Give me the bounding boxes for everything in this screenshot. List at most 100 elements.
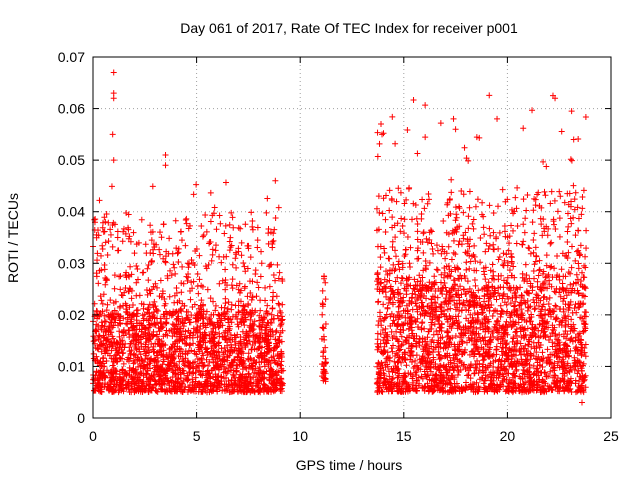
data-point bbox=[436, 387, 443, 394]
data-point bbox=[541, 228, 548, 235]
data-point bbox=[579, 194, 586, 201]
data-point bbox=[219, 333, 226, 340]
data-point bbox=[374, 129, 381, 136]
data-point bbox=[234, 331, 241, 338]
data-point bbox=[474, 196, 481, 203]
data-point bbox=[501, 330, 508, 337]
data-point bbox=[489, 312, 496, 319]
data-points bbox=[90, 69, 590, 406]
data-point bbox=[261, 314, 268, 321]
data-point bbox=[534, 365, 541, 372]
data-point bbox=[320, 366, 327, 373]
data-point bbox=[214, 388, 221, 395]
data-point bbox=[166, 311, 173, 318]
data-point bbox=[437, 372, 444, 379]
data-point bbox=[107, 319, 114, 326]
data-point bbox=[491, 370, 498, 377]
data-point bbox=[521, 350, 528, 357]
data-point bbox=[563, 335, 570, 342]
data-point bbox=[425, 351, 432, 358]
data-point bbox=[222, 222, 229, 229]
data-point bbox=[235, 286, 242, 293]
data-point bbox=[146, 349, 153, 356]
data-point bbox=[116, 333, 123, 340]
data-point bbox=[423, 235, 430, 242]
data-point bbox=[200, 315, 207, 322]
data-point bbox=[125, 358, 132, 365]
data-point bbox=[143, 286, 150, 293]
data-point bbox=[557, 347, 564, 354]
data-point bbox=[578, 367, 585, 374]
data-point bbox=[490, 272, 497, 279]
data-point bbox=[133, 279, 140, 286]
data-point bbox=[127, 263, 134, 270]
data-point bbox=[224, 308, 231, 315]
data-point bbox=[556, 188, 563, 195]
data-point bbox=[262, 337, 269, 344]
data-point bbox=[428, 338, 435, 345]
data-point bbox=[264, 195, 271, 202]
data-point bbox=[438, 304, 445, 311]
data-point bbox=[233, 251, 240, 258]
data-point bbox=[409, 306, 416, 313]
data-point bbox=[184, 388, 191, 395]
data-point bbox=[238, 360, 245, 367]
data-point bbox=[190, 191, 197, 198]
data-point bbox=[227, 349, 234, 356]
data-point bbox=[536, 320, 543, 327]
data-point bbox=[475, 383, 482, 390]
data-point bbox=[192, 247, 199, 254]
data-point bbox=[471, 350, 478, 357]
data-point bbox=[179, 263, 186, 270]
data-point bbox=[184, 377, 191, 384]
data-point bbox=[191, 262, 198, 269]
data-point bbox=[432, 382, 439, 389]
data-point bbox=[498, 357, 505, 364]
data-point bbox=[472, 203, 479, 210]
data-point bbox=[230, 224, 237, 231]
data-point bbox=[542, 274, 549, 281]
data-point bbox=[478, 309, 485, 316]
data-point bbox=[468, 289, 475, 296]
data-point bbox=[177, 307, 184, 314]
data-point bbox=[515, 313, 522, 320]
data-point bbox=[240, 381, 247, 388]
data-point bbox=[402, 314, 409, 321]
data-point bbox=[414, 150, 421, 157]
data-point bbox=[547, 368, 554, 375]
data-point bbox=[177, 228, 184, 235]
data-point bbox=[527, 250, 534, 257]
data-point bbox=[542, 192, 549, 199]
data-point bbox=[196, 380, 203, 387]
data-point bbox=[454, 325, 461, 332]
data-point bbox=[514, 184, 521, 191]
data-point bbox=[508, 258, 515, 265]
data-point bbox=[261, 330, 268, 337]
data-point bbox=[434, 267, 441, 274]
data-point bbox=[556, 339, 563, 346]
data-point bbox=[257, 352, 264, 359]
data-point bbox=[240, 357, 247, 364]
data-point bbox=[551, 197, 558, 204]
data-point bbox=[104, 252, 111, 259]
data-point bbox=[219, 358, 226, 365]
data-point bbox=[550, 216, 557, 223]
data-point bbox=[276, 269, 283, 276]
data-point bbox=[190, 359, 197, 366]
data-point bbox=[146, 336, 153, 343]
data-point bbox=[185, 308, 192, 315]
data-point bbox=[412, 357, 419, 364]
data-point bbox=[513, 308, 520, 315]
data-point bbox=[140, 322, 147, 329]
data-point bbox=[476, 360, 483, 367]
data-point bbox=[543, 358, 550, 365]
data-point bbox=[113, 381, 120, 388]
data-point bbox=[494, 115, 501, 122]
data-point bbox=[166, 235, 173, 242]
data-point bbox=[419, 274, 426, 281]
data-point bbox=[182, 383, 189, 390]
data-point bbox=[233, 367, 240, 374]
data-point bbox=[101, 312, 108, 319]
data-point bbox=[235, 309, 242, 316]
data-point bbox=[440, 380, 447, 387]
